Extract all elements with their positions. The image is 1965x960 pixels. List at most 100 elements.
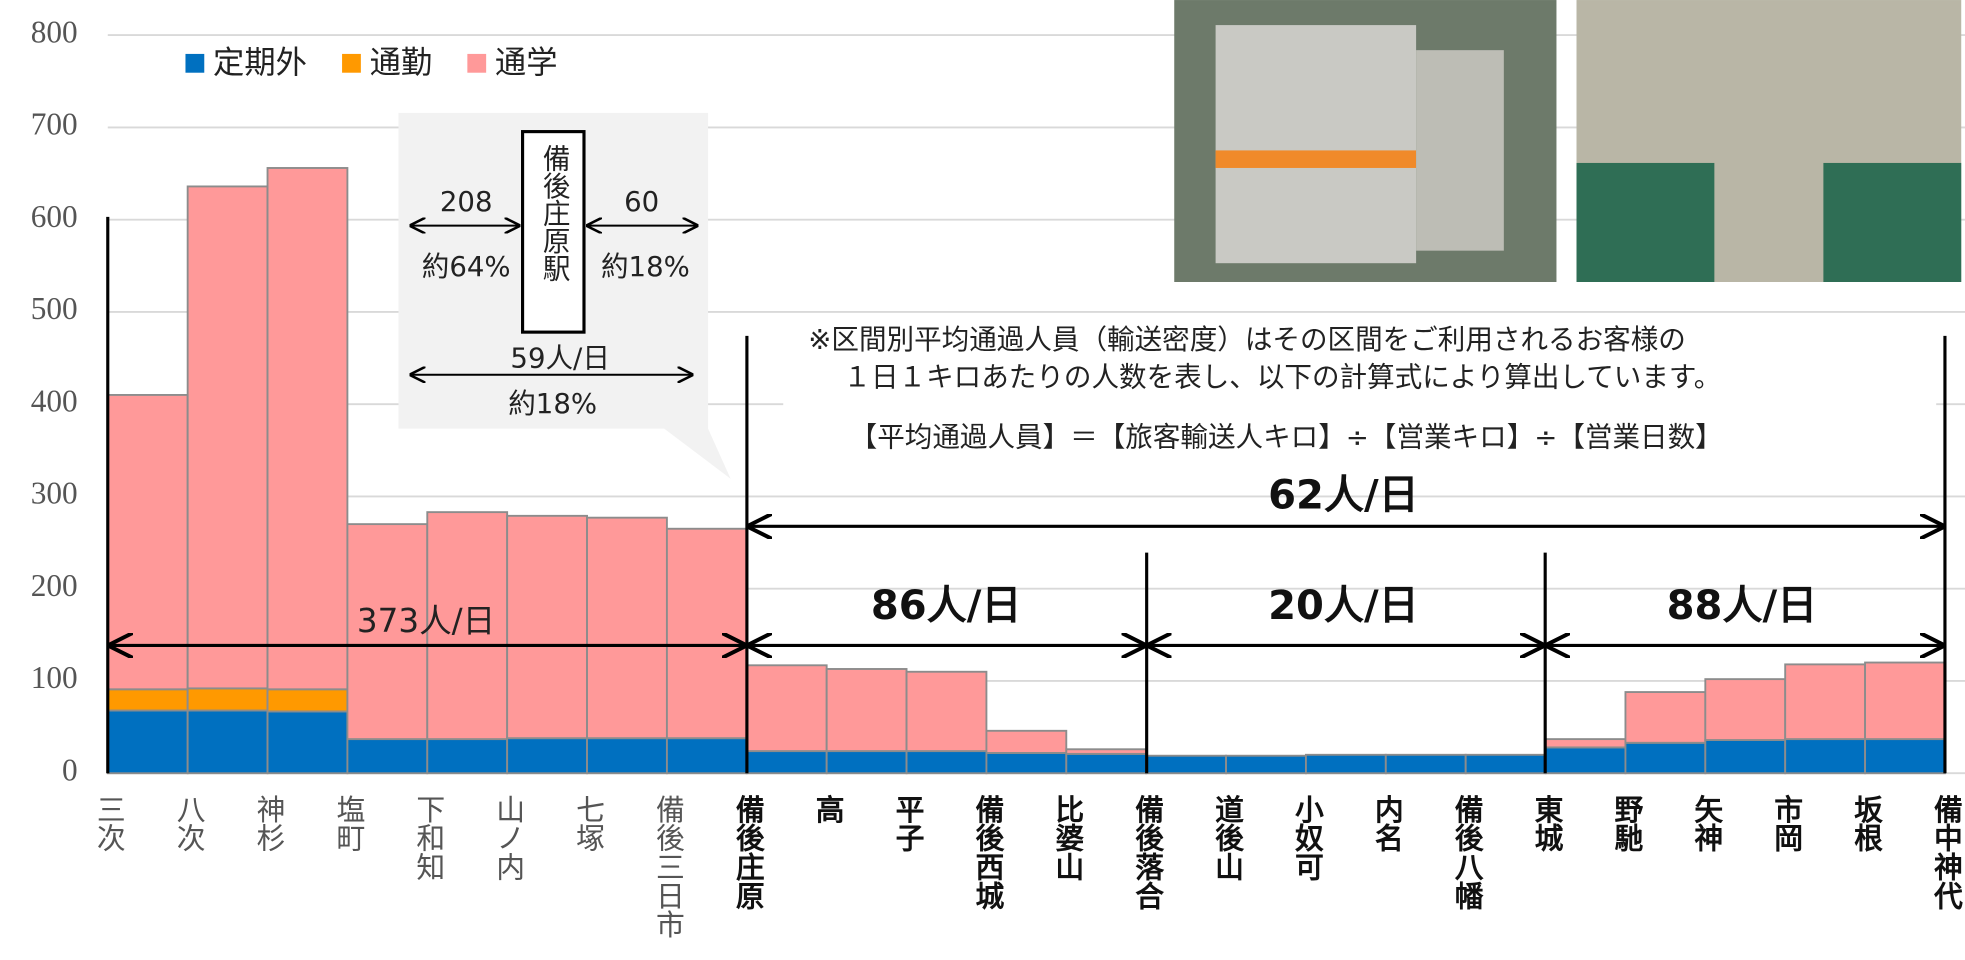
legend-swatch bbox=[342, 54, 361, 73]
x-tick-label: 市岡 bbox=[1770, 794, 1804, 852]
bar-segment bbox=[427, 739, 507, 773]
section-label: 88人/日 bbox=[1667, 583, 1818, 629]
bar-segment bbox=[268, 168, 348, 689]
legend-label: 通学 bbox=[495, 45, 558, 81]
x-tick-label: 神杉 bbox=[253, 795, 287, 853]
callout-label: 約18% bbox=[601, 250, 690, 283]
legend-swatch bbox=[467, 54, 486, 73]
formula: 【平均通過人員】＝【旅客輸送人キロ】÷【営業キロ】÷【営業日数】 bbox=[850, 421, 1723, 454]
callout-label: 59人/日 bbox=[510, 342, 609, 375]
bar-segment bbox=[587, 738, 667, 773]
x-tick-label: 山ノ内 bbox=[492, 795, 526, 881]
bar-segment bbox=[188, 186, 268, 688]
bar-segment bbox=[1146, 756, 1226, 774]
x-tick-label: 塩町 bbox=[332, 795, 366, 853]
bar-segment bbox=[827, 669, 907, 751]
bar-segment bbox=[907, 672, 987, 751]
bar-segment bbox=[1865, 739, 1945, 773]
callout: 備後庄原駅 208 約64% 60 約18% 59人/日 約18% bbox=[399, 113, 731, 479]
bar-segment bbox=[188, 711, 268, 774]
section-label: 86人/日 bbox=[871, 583, 1022, 629]
bar-segment bbox=[986, 731, 1066, 753]
x-tick-label: 備後三日市 bbox=[652, 795, 686, 939]
x-tick-label: 内名 bbox=[1371, 795, 1405, 853]
legend: 定期外 通勤 通学 bbox=[185, 45, 557, 81]
legend-label: 通勤 bbox=[370, 45, 433, 81]
x-tick-label: 小奴可 bbox=[1291, 795, 1325, 881]
station-name: 備後庄原駅 bbox=[538, 144, 571, 282]
bar-segment bbox=[1625, 743, 1705, 773]
bar-segment bbox=[268, 711, 348, 773]
photo-seat-right bbox=[1823, 163, 1961, 282]
bar-segment bbox=[188, 688, 268, 710]
x-tick-label: 下和知 bbox=[412, 795, 446, 881]
x-tick-label: 八次 bbox=[173, 795, 207, 853]
photo-train-side bbox=[1416, 50, 1504, 251]
x-tick-label: 東城 bbox=[1531, 795, 1565, 853]
legend-swatch bbox=[185, 54, 204, 73]
bar-segment bbox=[1546, 747, 1626, 773]
bar-segment bbox=[907, 751, 987, 773]
x-tick-label: 備後落合 bbox=[1131, 795, 1165, 910]
x-tick-label: 野馳 bbox=[1610, 795, 1644, 853]
bar-segment bbox=[108, 689, 188, 710]
bar-segment bbox=[347, 739, 427, 773]
bar-segment bbox=[507, 738, 587, 773]
y-tick-label: 0 bbox=[62, 752, 78, 787]
bar-segment bbox=[1865, 663, 1945, 740]
y-tick-label: 600 bbox=[31, 199, 78, 234]
bar-segment bbox=[507, 516, 587, 738]
section-label: 20人/日 bbox=[1268, 583, 1419, 629]
y-tick-label: 100 bbox=[31, 660, 78, 695]
photos bbox=[1174, 0, 1961, 282]
x-tick-label: 平子 bbox=[892, 795, 926, 853]
bar-segment bbox=[1785, 739, 1865, 773]
callout-label: 208 bbox=[440, 185, 493, 218]
bar-segment bbox=[667, 738, 747, 773]
x-tick-label: 矢神 bbox=[1690, 794, 1724, 852]
x-tick-label: 備後庄原 bbox=[732, 795, 766, 910]
y-tick-label: 400 bbox=[31, 383, 78, 418]
bar-segment bbox=[587, 518, 667, 739]
x-tick-label: 備後八幡 bbox=[1451, 795, 1485, 910]
bar-segment bbox=[1546, 739, 1626, 747]
bar-segment bbox=[1625, 692, 1705, 743]
photo-train-stripe bbox=[1216, 150, 1417, 168]
bar-segment bbox=[1466, 755, 1546, 773]
y-tick-label: 200 bbox=[31, 568, 78, 603]
bar-segment bbox=[986, 753, 1066, 773]
callout-label: 60 bbox=[624, 185, 659, 218]
bar-segment bbox=[1306, 755, 1386, 773]
x-tick-label: 坂根 bbox=[1850, 795, 1884, 853]
note: １日１キロあたりの人数を表し、以下の計算式により算出しています。 bbox=[843, 360, 1721, 393]
x-tick-label: 比婆山 bbox=[1051, 795, 1085, 881]
y-tick-label: 800 bbox=[31, 14, 78, 49]
bar-segment bbox=[827, 751, 907, 773]
bar-segment bbox=[1785, 664, 1865, 739]
bar-segment bbox=[1066, 749, 1146, 754]
x-tick-label: 道後山 bbox=[1211, 794, 1245, 881]
bar-segment bbox=[108, 711, 188, 774]
photo-train-body bbox=[1216, 25, 1417, 263]
section-label: 373人/日 bbox=[357, 602, 495, 640]
bar-segment bbox=[1705, 679, 1785, 740]
section-label: 62人/日 bbox=[1268, 473, 1419, 519]
note: ※区間別平均通過人員（輸送密度）はその区間をご利用されるお客様の bbox=[808, 323, 1686, 356]
bar-segment bbox=[667, 529, 747, 738]
bar-segment bbox=[1066, 754, 1146, 773]
bar-segment bbox=[1226, 756, 1306, 774]
chart: 0100200300400500600700800 備後庄原駅 208 約64%… bbox=[0, 0, 1965, 960]
bar-segment bbox=[1705, 740, 1785, 773]
bar-segment bbox=[747, 751, 827, 773]
legend-label: 定期外 bbox=[213, 45, 307, 81]
photo-seat-left bbox=[1577, 163, 1715, 282]
y-tick-label: 300 bbox=[31, 476, 78, 511]
callout-label: 約64% bbox=[422, 250, 511, 283]
x-tick-label: 高 bbox=[812, 795, 846, 824]
callout-label: 約18% bbox=[508, 387, 597, 420]
x-tick-label: 備中神代 bbox=[1930, 795, 1964, 911]
x-tick-label: 備後西城 bbox=[971, 795, 1005, 911]
x-tick-label: 七塚 bbox=[572, 795, 606, 853]
y-tick-label: 500 bbox=[31, 291, 78, 326]
bar-segment bbox=[747, 665, 827, 751]
